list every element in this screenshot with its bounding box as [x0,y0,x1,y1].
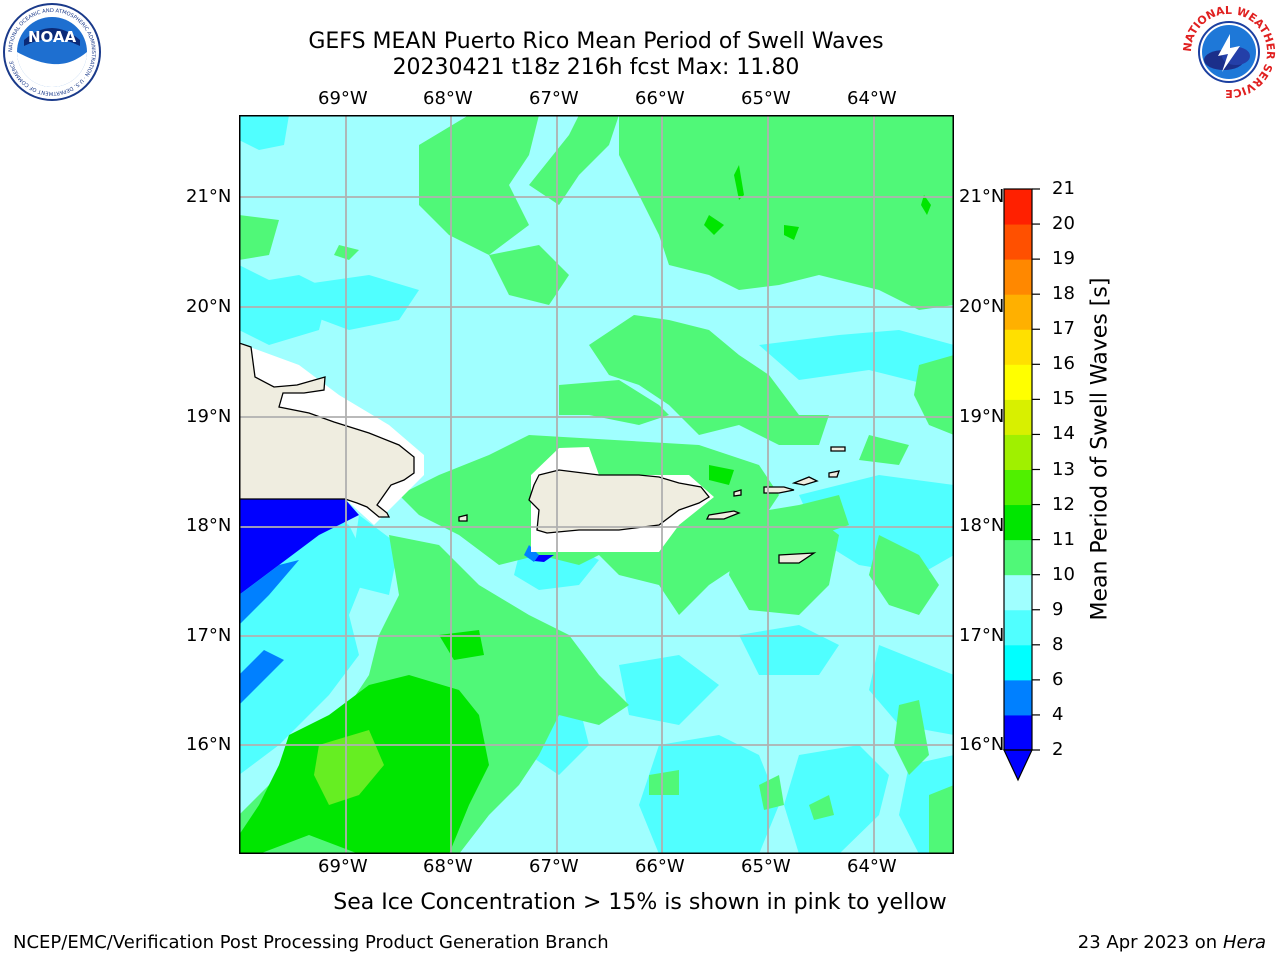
colorbar-tick-label: 4 [1052,703,1064,725]
sea-ice-note: Sea Ice Concentration > 15% is shown in … [333,890,947,915]
lon-tick-top: 67°W [529,88,579,109]
colorbar-tick-label: 6 [1052,668,1064,690]
coastline-land [239,342,846,564]
colorbar-extend-arrow [1003,749,1033,782]
map-frame [239,115,954,854]
colorbar-swatch [1004,469,1032,506]
colorbar-title: Mean Period of Swell Waves [s] [1087,277,1113,621]
footer-credit: NCEP/EMC/Verification Post Processing Pr… [13,932,609,953]
colorbar-tick-label: 12 [1052,493,1075,515]
colorbar-swatch [1004,504,1032,541]
colorbar-swatch [1004,224,1032,260]
nws-logo: NATIONAL WEATHER SERVICE [1181,4,1277,100]
lat-tick-left: 21°N [186,186,232,207]
footer-date-text: 23 Apr 2023 on [1077,932,1223,953]
lat-tick-left: 19°N [186,406,232,427]
colorbar-swatch [1004,609,1032,646]
colorbar-tick-label: 10 [1052,563,1075,585]
lat-tick-left: 20°N [186,296,232,317]
colorbar-tick-marks [1032,188,1040,751]
lon-tick-top: 65°W [741,88,791,109]
colorbar-tick-label: 16 [1052,353,1075,375]
lat-tick-left: 18°N [186,515,232,536]
colorbar-tick-label: 9 [1052,598,1064,620]
colorbar [1003,188,1040,782]
colorbar-tick-label: 20 [1052,213,1075,235]
colorbar-swatch [1004,539,1032,576]
lat-tick-right: 19°N [959,406,1005,427]
colorbar-swatch [1004,679,1032,716]
lon-tick-top: 69°W [318,88,368,109]
graticule [239,115,954,854]
lon-tick-bottom: 66°W [635,856,685,877]
lat-tick-left: 17°N [186,625,232,646]
field-6-8s [239,115,954,854]
colorbar-tick-label: 2 [1052,739,1064,760]
colorbar-swatch [1004,259,1032,295]
map-subtitle: 20230421 t18z 216h fcst Max: 11.80 [392,55,800,80]
footer-host: Hera [1222,932,1266,953]
colorbar-swatch [1004,399,1032,435]
lat-tick-right: 21°N [959,186,1005,207]
lat-tick-right: 18°N [959,515,1005,536]
colorbar-tick-label: 11 [1052,528,1075,550]
colorbar-swatch [1004,329,1032,365]
lon-tick-top: 68°W [423,88,473,109]
footer-date: 23 Apr 2023 on Hera [1078,932,1266,953]
colorbar-tick-label: 17 [1052,318,1075,340]
lon-tick-bottom: 65°W [741,856,791,877]
noaa-logo-text: NOAA [28,28,77,46]
swell-period-map [239,115,954,854]
lon-tick-bottom: 69°W [318,856,368,877]
field-2-6s [239,498,554,705]
colorbar-tick-label: 15 [1052,388,1075,410]
lon-tick-bottom: 67°W [529,856,579,877]
lon-tick-top: 64°W [847,88,897,109]
colorbar-swatch [1004,294,1032,330]
colorbar-tick-label: 19 [1052,248,1075,270]
colorbar-swatch [1004,574,1032,611]
lat-tick-left: 16°N [186,734,232,755]
colorbar-tick-label: 21 [1052,178,1075,199]
field-11-12s [314,730,384,805]
colorbar-tick-label: 14 [1052,423,1075,445]
colorbar-swatch [1004,189,1032,225]
lat-tick-right: 17°N [959,625,1005,646]
lon-tick-bottom: 68°W [423,856,473,877]
lon-tick-bottom: 64°W [847,856,897,877]
colorbar-tick-label: 18 [1052,283,1075,305]
noaa-logo: NOAA NATIONAL OCEANIC AND ATMOSPHERIC AD… [3,3,101,101]
colorbar-swatches [1004,189,1032,751]
colorbar-swatch [1004,714,1032,751]
lat-tick-right: 20°N [959,296,1005,317]
lat-tick-right: 16°N [959,734,1005,755]
colorbar-tick-label: 13 [1052,458,1075,480]
map-title: GEFS MEAN Puerto Rico Mean Period of Swe… [308,29,884,54]
colorbar-swatch [1004,434,1032,470]
colorbar-swatch [1004,644,1032,681]
colorbar-swatch [1004,364,1032,400]
colorbar-tick-label: 8 [1052,633,1064,655]
lon-tick-top: 66°W [635,88,685,109]
